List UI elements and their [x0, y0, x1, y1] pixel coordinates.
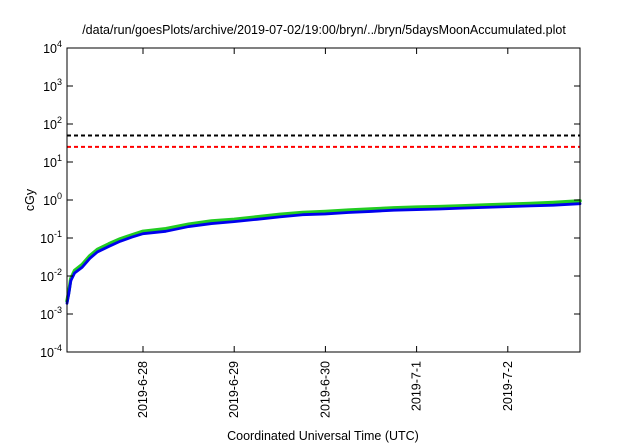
x-tick-label: 2019-7-1: [410, 361, 424, 411]
blue-series-line: [65, 202, 582, 305]
y-tick-label-exponent: 1: [57, 153, 62, 163]
plot-frame: [66, 47, 581, 353]
x-axis-ticks: 2019-6-28 2019-6-29 2019-6-30 2019-7-1 2019-…: [136, 48, 515, 418]
y-tick-label-base: 10: [40, 270, 54, 284]
y-tick-label-base: 10: [40, 232, 54, 246]
y-tick-label-exponent: 2: [57, 115, 62, 125]
y-tick-label: 104: [43, 39, 62, 56]
y-axis-label: cGy: [23, 188, 37, 211]
x-tick-label: 2019-6-30: [318, 361, 332, 418]
y-tick-label-exponent: 3: [57, 77, 62, 87]
y-tick-label: 10-3: [40, 305, 62, 322]
y-tick-label-exponent: -3: [54, 305, 62, 315]
chart-title: /data/run/goesPlots/archive/2019-07-02/1…: [82, 23, 566, 37]
x-tick-label: 2019-6-29: [227, 361, 241, 418]
x-tick-label: 2019-7-2: [501, 361, 515, 411]
y-tick-label-exponent: -1: [54, 229, 62, 239]
green-series-line: [65, 199, 582, 303]
y-tick-label: 10-2: [40, 267, 62, 284]
series-layer: [65, 199, 582, 305]
y-tick-label: 102: [43, 115, 62, 132]
y-tick-label: 103: [43, 77, 62, 94]
y-tick-label: 100: [43, 191, 62, 208]
y-tick-label: 10-4: [40, 343, 62, 360]
y-tick-label-exponent: -2: [54, 267, 62, 277]
y-tick-label-base: 10: [43, 118, 57, 132]
y-tick-label: 101: [43, 153, 62, 170]
y-tick-label-exponent: 0: [57, 191, 62, 201]
y-tick-label-base: 10: [43, 194, 57, 208]
reference-lines: [67, 134, 580, 148]
y-tick-label: 10-1: [40, 229, 62, 246]
y-tick-label-base: 10: [40, 346, 54, 360]
x-tick-label: 2019-6-28: [136, 361, 150, 418]
y-tick-label-base: 10: [43, 42, 57, 56]
x-axis-label: Coordinated Universal Time (UTC): [227, 429, 419, 443]
y-tick-label-exponent: -4: [54, 343, 62, 353]
y-tick-label-base: 10: [40, 308, 54, 322]
y-axis-label-group: cGy: [23, 188, 37, 211]
y-tick-label-exponent: 4: [57, 39, 62, 49]
y-tick-label-base: 10: [43, 156, 57, 170]
y-tick-label-base: 10: [43, 80, 57, 94]
